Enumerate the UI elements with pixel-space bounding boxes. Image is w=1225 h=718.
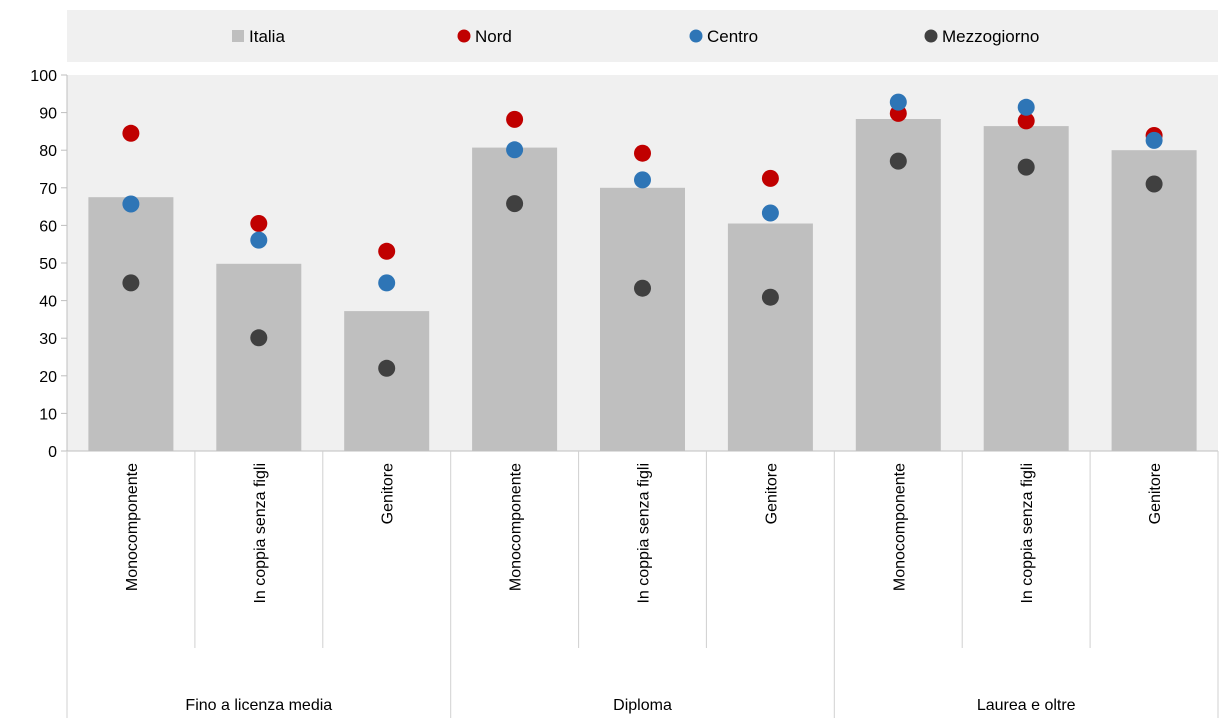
x-group-label: Laurea e oltre bbox=[977, 697, 1076, 714]
legend-swatch-italia bbox=[232, 30, 244, 42]
x-category-label: In coppia senza figli bbox=[252, 463, 269, 604]
legend-label-nord: Nord bbox=[475, 27, 512, 46]
y-tick-label: 0 bbox=[48, 444, 57, 461]
point-mezzogiorno-1 bbox=[250, 329, 268, 347]
x-category-label: In coppia senza figli bbox=[1019, 463, 1036, 604]
points bbox=[122, 93, 1163, 377]
legend-label-mezzogiorno: Mezzogiorno bbox=[942, 27, 1039, 46]
legend-label-italia: Italia bbox=[249, 27, 285, 46]
bar-italia-3 bbox=[472, 147, 558, 451]
x-category-label: Genitore bbox=[763, 463, 780, 524]
point-mezzogiorno-8 bbox=[1145, 175, 1163, 193]
bars bbox=[88, 119, 1197, 452]
point-nord-0 bbox=[122, 124, 140, 142]
point-mezzogiorno-0 bbox=[122, 274, 140, 292]
point-mezzogiorno-7 bbox=[1017, 158, 1035, 176]
bar-italia-4 bbox=[600, 187, 685, 452]
bar-italia-2 bbox=[344, 311, 430, 451]
legend-marker-mezzogiorno bbox=[924, 29, 938, 43]
point-mezzogiorno-5 bbox=[761, 288, 779, 306]
x-category-label: Genitore bbox=[380, 463, 397, 524]
point-centro-7 bbox=[1017, 98, 1035, 116]
point-mezzogiorno-2 bbox=[378, 359, 396, 377]
y-tick-label: 20 bbox=[39, 369, 57, 386]
bar-italia-5 bbox=[727, 223, 813, 451]
point-mezzogiorno-4 bbox=[634, 279, 651, 297]
point-centro-2 bbox=[378, 274, 396, 292]
point-centro-0 bbox=[122, 195, 140, 213]
x-axis: Monocomponente In coppia senza figli Genit… bbox=[66, 450, 1219, 718]
y-tick-label: 80 bbox=[39, 143, 57, 160]
bar-italia-6 bbox=[855, 119, 941, 451]
y-tick-label: 50 bbox=[39, 256, 57, 273]
legend: Italia Nord Centro Mezzogiorno bbox=[232, 27, 1039, 46]
bar-italia-1 bbox=[216, 263, 302, 451]
x-group-label: Fino a licenza media bbox=[185, 697, 332, 714]
y-tick-label: 60 bbox=[39, 218, 57, 235]
x-category-label: Genitore bbox=[1147, 463, 1164, 524]
legend-marker-centro bbox=[689, 29, 703, 43]
x-category-label: Monocomponente bbox=[891, 463, 908, 591]
bar-italia-0 bbox=[88, 197, 174, 451]
y-tick-label: 70 bbox=[39, 181, 57, 198]
point-nord-5 bbox=[761, 169, 779, 187]
x-category-label: In coppia senza figli bbox=[636, 463, 653, 604]
point-nord-3 bbox=[506, 110, 524, 128]
legend-label-centro: Centro bbox=[707, 27, 758, 46]
bar-italia-8 bbox=[1111, 150, 1197, 451]
point-centro-1 bbox=[250, 231, 268, 249]
legend-marker-nord bbox=[457, 29, 471, 43]
y-tick-label: 40 bbox=[39, 294, 57, 311]
point-nord-2 bbox=[378, 242, 396, 260]
point-nord-4 bbox=[634, 144, 651, 162]
point-nord-1 bbox=[250, 215, 268, 232]
y-tick-label: 30 bbox=[39, 331, 57, 348]
y-tick-label: 90 bbox=[39, 106, 57, 123]
point-centro-8 bbox=[1145, 131, 1163, 149]
legend-box bbox=[67, 10, 1218, 62]
y-axis: 0 10 20 30 40 50 60 70 80 90 100 bbox=[30, 68, 68, 461]
y-tick-label: 10 bbox=[39, 406, 57, 423]
point-mezzogiorno-6 bbox=[889, 152, 907, 170]
y-tick-label: 100 bbox=[30, 68, 57, 85]
point-centro-5 bbox=[761, 204, 779, 222]
x-group-label: Diploma bbox=[613, 697, 672, 714]
x-category-label: Monocomponente bbox=[124, 463, 141, 591]
point-centro-6 bbox=[889, 93, 907, 111]
point-centro-4 bbox=[634, 171, 651, 189]
bar-italia-7 bbox=[983, 126, 1069, 451]
point-nord-7 bbox=[1017, 112, 1035, 130]
point-mezzogiorno-3 bbox=[506, 195, 524, 213]
x-category-label: Monocomponente bbox=[508, 463, 525, 591]
point-centro-3 bbox=[506, 141, 524, 159]
